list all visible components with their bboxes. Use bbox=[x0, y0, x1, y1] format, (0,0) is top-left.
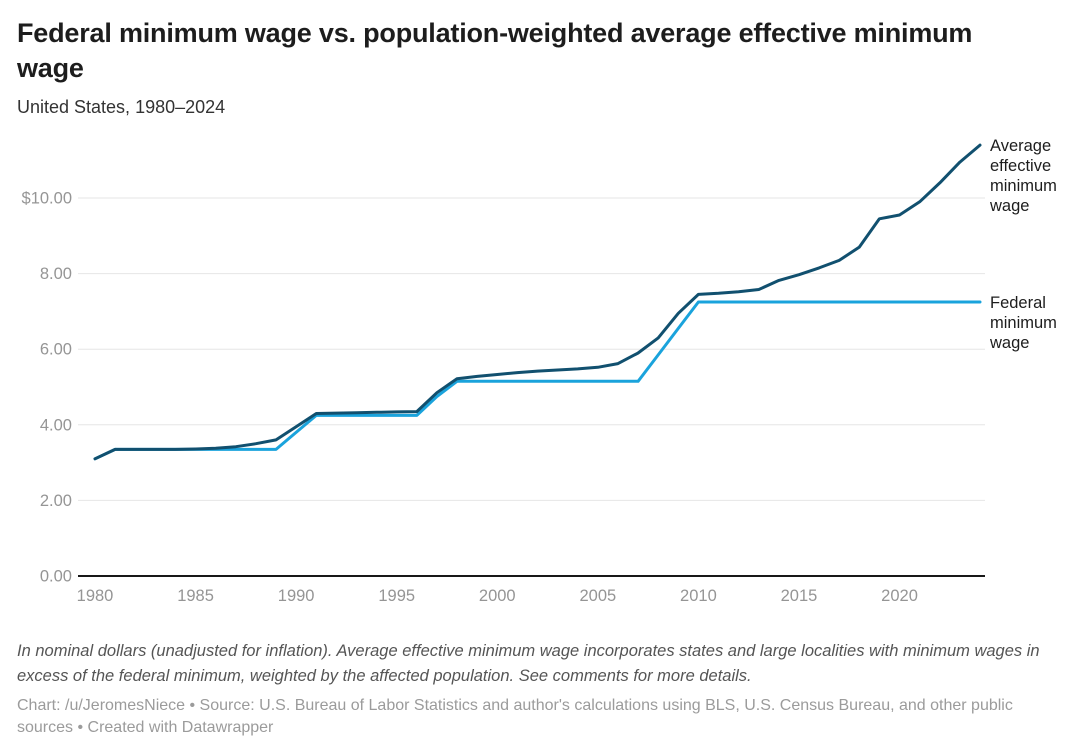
y-tick-label: 4.00 bbox=[40, 416, 72, 434]
chart-notes: In nominal dollars (unadjusted for infla… bbox=[17, 642, 1040, 685]
series-label-federal: Federal minimum wage bbox=[990, 294, 1057, 352]
series-line-average-effective-minimum-wage bbox=[93, 143, 982, 461]
line-chart-svg: 0.00 2.00 4.00 6.00 8.00 $10.00 1980 1985 1990 19… bbox=[22, 143, 985, 605]
chart-byline: Chart: /u/JeromesNiece • Source: U.S. Bu… bbox=[17, 697, 1013, 736]
x-tick-label: 2000 bbox=[479, 587, 516, 605]
series-label-average-effective: Average effective minimum wage bbox=[990, 137, 1057, 215]
y-tick-label: 8.00 bbox=[40, 265, 72, 283]
series-line-federal-minimum-wage bbox=[93, 300, 982, 461]
y-tick-label: 6.00 bbox=[40, 341, 72, 359]
x-tick-label: 2005 bbox=[579, 587, 616, 605]
x-tick-label: 1990 bbox=[278, 587, 315, 605]
x-tick-label: 1985 bbox=[177, 587, 214, 605]
page-title: Federal minimum wage vs. population-weig… bbox=[17, 18, 973, 83]
y-tick-label: $10.00 bbox=[22, 190, 72, 208]
x-tick-label: 1995 bbox=[378, 587, 415, 605]
line-chart-area: 0.00 2.00 4.00 6.00 8.00 $10.00 1980 1985 1990 19… bbox=[17, 131, 1063, 616]
x-tick-label: 2020 bbox=[881, 587, 918, 605]
x-tick-label: 2015 bbox=[781, 587, 818, 605]
chart-subtitle: United States, 1980–2024 bbox=[17, 97, 226, 117]
y-tick-label: 2.00 bbox=[40, 492, 72, 510]
y-tick-label: 0.00 bbox=[40, 568, 72, 586]
x-tick-label: 2010 bbox=[680, 587, 717, 605]
x-tick-label: 1980 bbox=[77, 587, 114, 605]
